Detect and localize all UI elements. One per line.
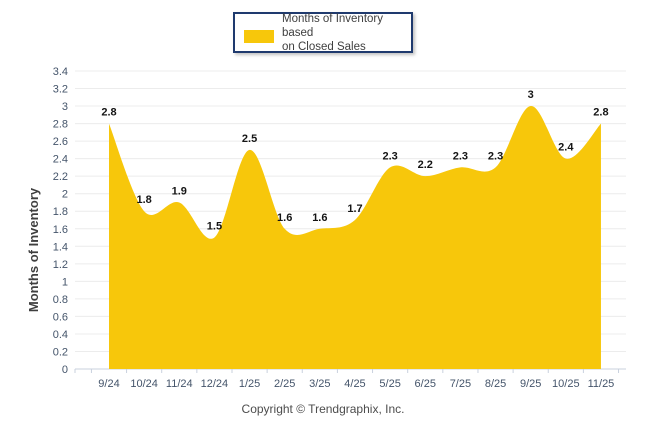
svg-text:2.4: 2.4: [558, 142, 574, 154]
svg-text:3: 3: [62, 101, 68, 113]
svg-text:0: 0: [62, 364, 68, 376]
svg-text:2.3: 2.3: [488, 150, 503, 162]
svg-text:7/25: 7/25: [450, 378, 471, 390]
svg-text:6/25: 6/25: [415, 378, 436, 390]
svg-text:11/24: 11/24: [166, 378, 193, 390]
legend-label-line2: on Closed Sales: [282, 40, 366, 53]
svg-text:2.8: 2.8: [593, 107, 608, 119]
svg-text:Months of Inventory: Months of Inventory: [26, 187, 41, 312]
svg-text:1.6: 1.6: [53, 224, 68, 236]
svg-text:1.2: 1.2: [53, 259, 68, 271]
svg-text:1.4: 1.4: [53, 241, 68, 253]
svg-text:2.3: 2.3: [382, 150, 397, 162]
svg-text:1/25: 1/25: [239, 378, 260, 390]
svg-text:2.5: 2.5: [242, 133, 257, 145]
legend-label: Months of Inventory based on Closed Sale…: [282, 12, 405, 54]
svg-text:3.2: 3.2: [53, 84, 68, 96]
svg-text:1.7: 1.7: [347, 203, 362, 215]
svg-text:3: 3: [528, 89, 534, 101]
svg-text:11/25: 11/25: [588, 378, 615, 390]
legend-swatch-icon: [244, 30, 274, 43]
svg-text:3/25: 3/25: [309, 378, 330, 390]
svg-text:1.6: 1.6: [277, 212, 292, 224]
svg-text:2.2: 2.2: [418, 159, 433, 171]
svg-text:9/24: 9/24: [98, 378, 119, 390]
svg-text:9/25: 9/25: [520, 378, 541, 390]
svg-text:2.8: 2.8: [53, 119, 68, 131]
svg-text:1.9: 1.9: [172, 185, 187, 197]
svg-text:10/25: 10/25: [552, 378, 580, 390]
svg-text:2.8: 2.8: [101, 107, 116, 119]
svg-text:1.8: 1.8: [53, 206, 68, 218]
svg-text:2/25: 2/25: [274, 378, 295, 390]
svg-text:2.6: 2.6: [53, 136, 68, 148]
svg-text:1.8: 1.8: [136, 194, 151, 206]
svg-text:1.5: 1.5: [207, 221, 222, 233]
svg-text:3.4: 3.4: [53, 66, 68, 78]
svg-text:8/25: 8/25: [485, 378, 506, 390]
svg-text:2.2: 2.2: [53, 171, 68, 183]
svg-text:4/25: 4/25: [344, 378, 365, 390]
svg-text:12/24: 12/24: [201, 378, 229, 390]
svg-text:10/24: 10/24: [130, 378, 158, 390]
chart-legend: Months of Inventory based on Closed Sale…: [233, 12, 413, 53]
svg-text:5/25: 5/25: [379, 378, 400, 390]
svg-text:1: 1: [62, 276, 68, 288]
svg-text:0.4: 0.4: [53, 329, 68, 341]
svg-text:2.3: 2.3: [453, 150, 468, 162]
legend-label-line1: Months of Inventory based: [282, 12, 383, 39]
svg-text:2: 2: [62, 189, 68, 201]
svg-text:1.6: 1.6: [312, 212, 327, 224]
svg-text:0.8: 0.8: [53, 294, 68, 306]
copyright-text: Copyright © Trendgraphix, Inc.: [241, 402, 405, 416]
svg-text:0.6: 0.6: [53, 311, 68, 323]
svg-text:0.2: 0.2: [53, 346, 68, 358]
svg-text:2.4: 2.4: [53, 154, 68, 166]
